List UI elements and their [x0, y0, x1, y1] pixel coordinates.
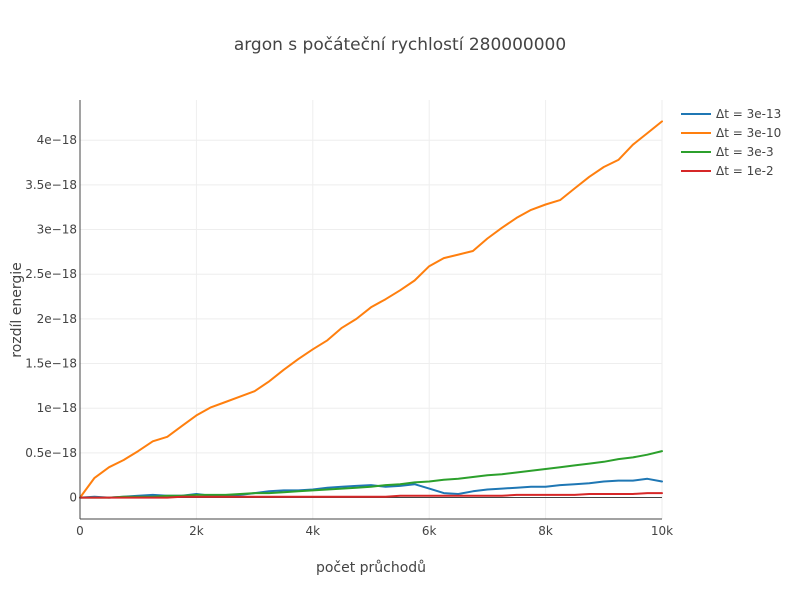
legend-label: Δt = 3e-13: [716, 107, 781, 121]
legend-item[interactable]: Δt = 3e-3: [681, 145, 774, 159]
y-tick-labels: 0 0.5e−18 1e−18 1.5e−18 2e−18 2.5e−18 3e−18 3.5…: [25, 133, 77, 504]
y-axis-title: rozdíl energie: [9, 262, 25, 357]
y-tick-label: 0: [69, 491, 77, 505]
x-tick-label: 10k: [651, 524, 673, 538]
chart-title: argon s počáteční rychlostí 280000000: [234, 35, 566, 55]
legend-item[interactable]: Δt = 1e-2: [681, 164, 774, 178]
x-tick-labels: 0 2k 4k 6k 8k 10k: [76, 524, 673, 538]
y-tick-label: 1e−18: [37, 401, 77, 415]
x-axis-title: počet průchodů: [316, 560, 426, 576]
legend-label: Δt = 3e-3: [716, 145, 774, 159]
series-line-4: [79, 492, 663, 499]
x-tick-label: 6k: [422, 524, 437, 538]
y-tick-label: 3.5e−18: [25, 178, 77, 192]
series-line-3: [79, 450, 663, 499]
legend-label: Δt = 3e-10: [716, 126, 781, 140]
y-tick-label: 3e−18: [37, 223, 77, 237]
x-tick-label: 4k: [306, 524, 321, 538]
axes: [79, 100, 662, 520]
x-tick-label: 2k: [189, 524, 204, 538]
legend-label: Δt = 1e-2: [716, 164, 774, 178]
legend[interactable]: Δt = 3e-13 Δt = 3e-10 Δt = 3e-3 Δt = 1e-2: [681, 107, 781, 178]
x-tick-label: 0: [76, 524, 84, 538]
x-tick-label: 8k: [538, 524, 553, 538]
y-tick-label: 2.5e−18: [25, 267, 77, 281]
y-tick-label: 0.5e−18: [25, 446, 77, 460]
series-lines: [79, 120, 663, 499]
y-tick-label: 1.5e−18: [25, 357, 77, 371]
legend-item[interactable]: Δt = 3e-10: [681, 126, 781, 140]
series-line-2: [79, 120, 663, 499]
legend-item[interactable]: Δt = 3e-13: [681, 107, 781, 121]
y-tick-label: 2e−18: [37, 312, 77, 326]
y-tick-label: 4e−18: [37, 133, 77, 147]
